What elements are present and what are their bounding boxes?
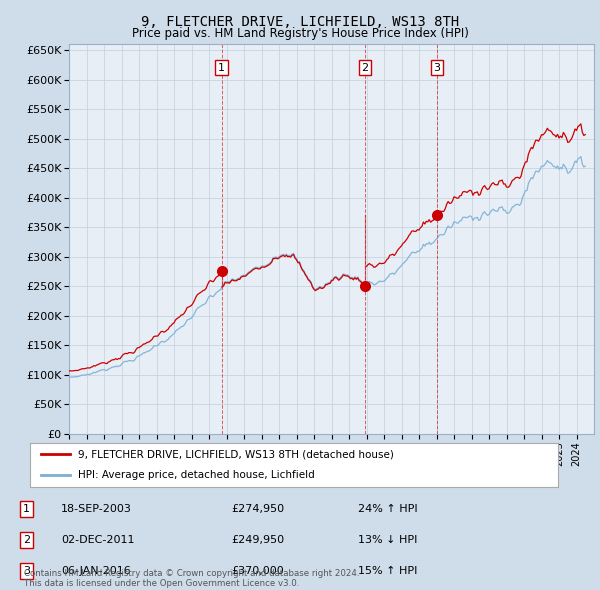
Text: 2: 2 <box>23 535 30 545</box>
Text: £370,000: £370,000 <box>231 566 284 576</box>
Text: 3: 3 <box>23 566 30 576</box>
Text: 9, FLETCHER DRIVE, LICHFIELD, WS13 8TH (detached house): 9, FLETCHER DRIVE, LICHFIELD, WS13 8TH (… <box>77 450 394 460</box>
Text: 2: 2 <box>362 63 368 73</box>
Text: 3: 3 <box>434 63 440 73</box>
Text: £249,950: £249,950 <box>231 535 284 545</box>
Text: 1: 1 <box>23 504 30 514</box>
Text: Price paid vs. HM Land Registry's House Price Index (HPI): Price paid vs. HM Land Registry's House … <box>131 27 469 40</box>
Text: 9, FLETCHER DRIVE, LICHFIELD, WS13 8TH: 9, FLETCHER DRIVE, LICHFIELD, WS13 8TH <box>141 15 459 29</box>
Text: 18-SEP-2003: 18-SEP-2003 <box>61 504 132 514</box>
Text: £274,950: £274,950 <box>231 504 284 514</box>
Text: Contains HM Land Registry data © Crown copyright and database right 2024.
This d: Contains HM Land Registry data © Crown c… <box>24 569 359 588</box>
Text: 06-JAN-2016: 06-JAN-2016 <box>61 566 131 576</box>
Text: 1: 1 <box>218 63 225 73</box>
Text: 24% ↑ HPI: 24% ↑ HPI <box>358 504 417 514</box>
Text: HPI: Average price, detached house, Lichfield: HPI: Average price, detached house, Lich… <box>77 470 314 480</box>
Text: 02-DEC-2011: 02-DEC-2011 <box>61 535 134 545</box>
Text: 13% ↓ HPI: 13% ↓ HPI <box>358 535 417 545</box>
Text: 15% ↑ HPI: 15% ↑ HPI <box>358 566 417 576</box>
